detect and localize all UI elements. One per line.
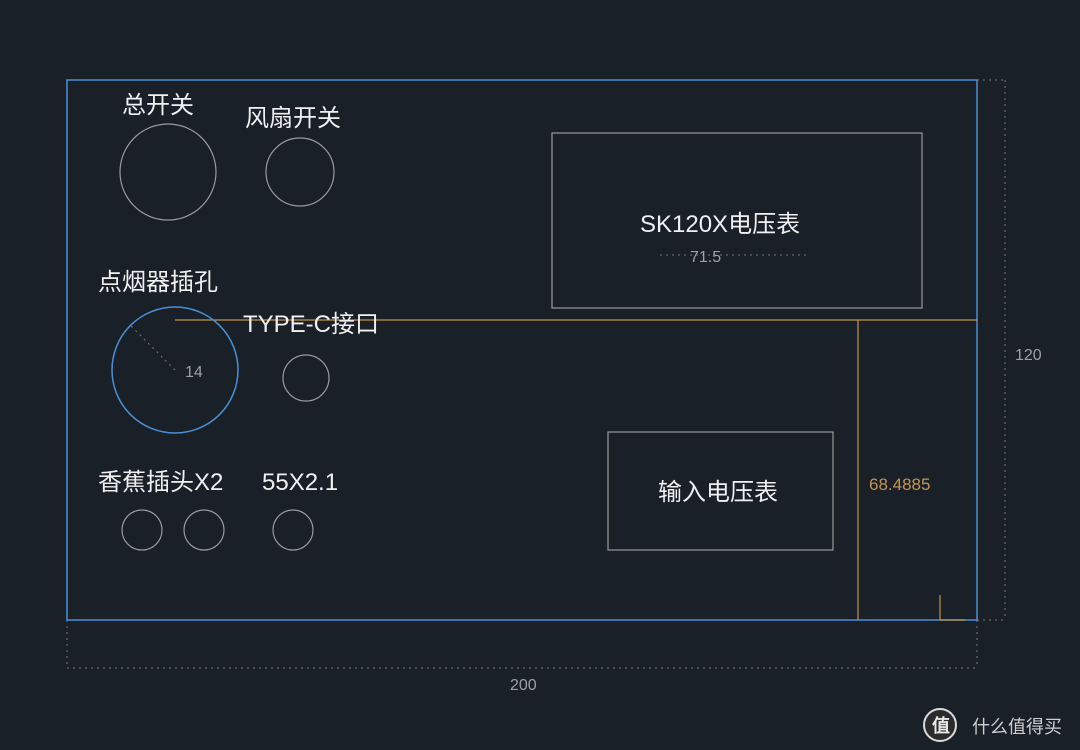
label: 风扇开关 xyxy=(245,105,341,132)
banana2-circle xyxy=(184,510,224,550)
label: 总开关 xyxy=(122,92,194,119)
typec-circle xyxy=(283,355,329,401)
label: 68.4885 xyxy=(869,475,930,494)
label: 点烟器插孔 xyxy=(98,269,218,296)
label: 香蕉插头X2 xyxy=(98,469,223,496)
label: 14 xyxy=(185,364,203,381)
watermark-text: 什么值得买 xyxy=(972,717,1062,737)
fan-switch-circle xyxy=(266,138,334,206)
label: TYPE-C接口 xyxy=(243,311,379,338)
radius-line xyxy=(131,326,175,370)
dc55-circle xyxy=(273,510,313,550)
main-switch-circle xyxy=(120,124,216,220)
label: 120 xyxy=(1015,347,1042,364)
label: SK120X电压表 xyxy=(640,211,800,238)
banana1-circle xyxy=(122,510,162,550)
label: 输入电压表 xyxy=(658,479,778,506)
label: 200 xyxy=(510,677,537,694)
label: 71.5 xyxy=(690,249,721,266)
orange-corner xyxy=(940,595,965,620)
panel-outline xyxy=(67,80,977,620)
cad-diagram: 总开关 风扇开关点烟器插孔 TYPE-C接口香蕉插头X2 55X2.1 SK120X电压… xyxy=(0,0,1080,750)
label: 55X2.1 xyxy=(262,469,338,496)
watermark-badge-text: 值 xyxy=(932,715,950,736)
